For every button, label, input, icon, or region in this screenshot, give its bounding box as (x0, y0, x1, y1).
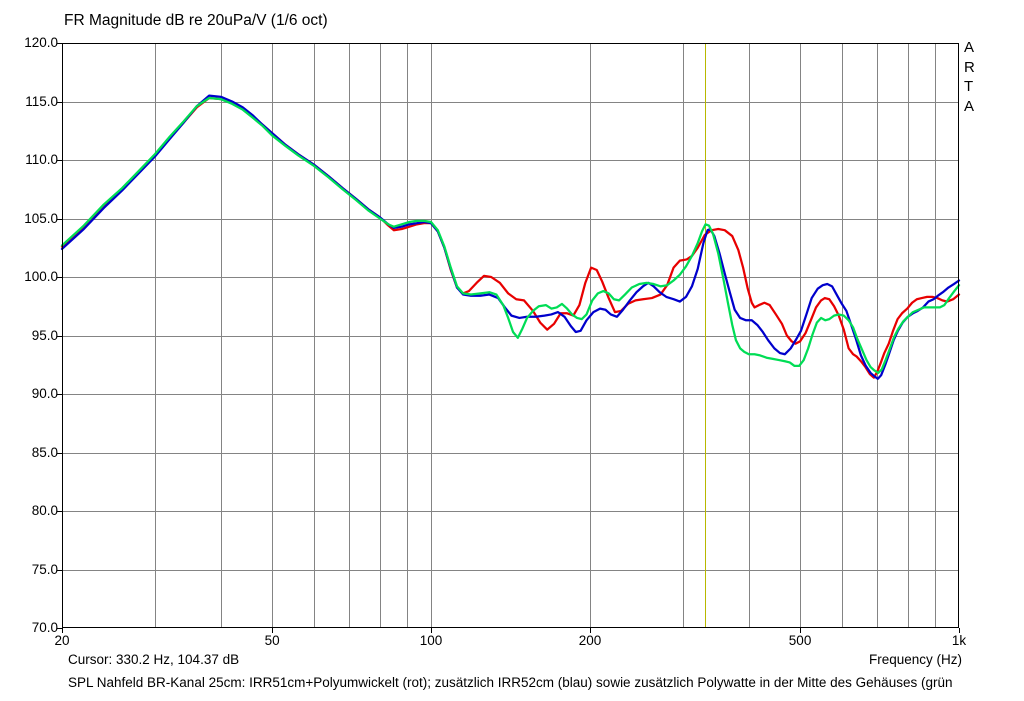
y-tick-label: 75.0 (31, 561, 58, 577)
plot-border (62, 43, 959, 628)
y-tick-label: 80.0 (31, 503, 58, 518)
y-tick-label: 70.0 (31, 620, 58, 635)
chart-title: FR Magnitude dB re 20uPa/V (1/6 oct) (64, 12, 328, 29)
y-tick-label: 120.0 (24, 35, 58, 50)
y-tick-label: 105.0 (24, 210, 58, 226)
cursor-readout: Cursor: 330.2 Hz, 104.37 dB (68, 652, 240, 667)
x-tick-label: 100 (419, 633, 443, 648)
y-tick-label: 85.0 (31, 444, 58, 460)
y-tick-label: 100.0 (24, 269, 58, 284)
x-tick-label: 1k (951, 633, 967, 648)
x-tick-label: 50 (264, 633, 280, 648)
x-tick-label: 500 (788, 633, 812, 648)
curve-green_series (60, 96, 961, 375)
curve-red_series (60, 96, 961, 379)
y-tick-label: 110.0 (25, 152, 58, 167)
y-tick-label: 95.0 (31, 327, 58, 343)
x-tick-label: 20 (54, 633, 70, 648)
x-axis-title: Frequency (Hz) (868, 652, 962, 667)
y-tick-label: 90.0 (31, 386, 58, 401)
plot-area[interactable] (54, 43, 965, 635)
arta-logo: ARTA (964, 39, 975, 115)
y-tick-label: 115.0 (25, 93, 58, 109)
x-tick-label: 200 (578, 633, 602, 648)
status-line: SPL Nahfeld BR-Kanal 25cm: IRR51cm+Polyu… (68, 675, 953, 690)
